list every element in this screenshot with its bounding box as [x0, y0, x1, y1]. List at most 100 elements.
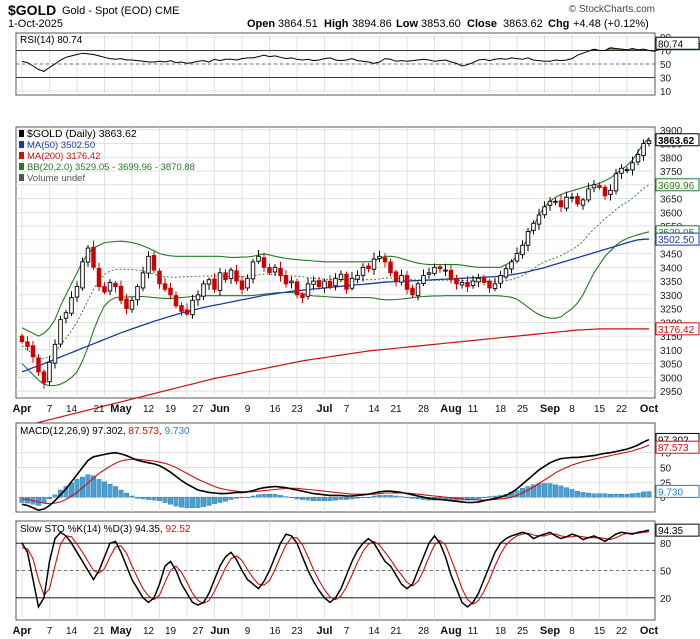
macd-histogram-bar — [195, 496, 201, 509]
macd-histogram-bar — [597, 493, 602, 498]
candle-body — [305, 283, 311, 297]
macd-histogram-bar — [613, 494, 619, 498]
close-value: 3863.62 — [503, 18, 543, 30]
macd-histogram-bar — [410, 496, 415, 499]
macd-histogram-bar — [261, 494, 267, 498]
macd-histogram-bar — [366, 496, 371, 498]
macd-histogram-bar — [305, 496, 311, 501]
bottom-x-axis-label: 18 — [495, 626, 507, 637]
macd-histogram-bar — [289, 496, 294, 498]
macd-histogram-bar — [608, 494, 613, 498]
price-x-axis-label: 11 — [468, 404, 479, 415]
candle-body — [349, 277, 355, 289]
bottom-x-axis-label: Sep — [540, 625, 560, 637]
macd-tick-label: 50 — [660, 464, 672, 475]
candle-body — [382, 257, 388, 263]
macd-histogram-bar — [278, 495, 283, 498]
candle-body — [102, 286, 107, 293]
macd-histogram-bar — [465, 496, 470, 501]
instrument-name: Gold - Spot (EOD) — [62, 5, 152, 17]
candle-body — [465, 281, 470, 288]
macd-histogram-bar — [415, 496, 421, 500]
candle-body — [283, 275, 289, 285]
brand-watermark: © StockCharts.com — [569, 4, 655, 15]
header-date: 1-Oct-2025 — [8, 18, 63, 30]
candle-body — [514, 253, 520, 262]
bottom-x-axis-label: 7 — [344, 626, 350, 637]
price-value-tag: 3699.96 — [658, 181, 695, 192]
candle-body — [63, 312, 69, 319]
macd-histogram-bar — [349, 496, 355, 500]
price-x-axis-label: 14 — [368, 404, 380, 415]
candle-body — [344, 273, 349, 290]
macd-histogram-bar — [283, 496, 289, 498]
macd-histogram-bar — [487, 496, 492, 498]
candle-body — [426, 272, 432, 275]
macd-histogram-bar — [267, 494, 272, 498]
price-x-axis-label: 8 — [569, 404, 575, 415]
bottom-x-axis-label: 28 — [418, 626, 430, 637]
candle-body — [173, 295, 179, 307]
macd-histogram-bar — [129, 495, 135, 498]
candle-body — [421, 275, 426, 284]
candle-body — [327, 280, 333, 288]
price-tick-label: 3000 — [660, 373, 683, 384]
rsi-tick-label: 70 — [660, 47, 672, 58]
open-label: Open — [247, 18, 275, 30]
macd-histogram-bar — [107, 483, 113, 498]
candle-body — [602, 186, 608, 197]
candle-body — [135, 286, 140, 301]
price-x-axis-label: 22 — [616, 404, 628, 415]
macd-histogram-bar — [322, 496, 327, 501]
macd-histogram-bar — [162, 496, 168, 503]
macd-histogram-bar — [223, 496, 228, 502]
macd-hist-tag: 9.730 — [658, 487, 683, 498]
candle-body — [124, 298, 129, 310]
sto-value: 92.52 — [165, 524, 190, 535]
bottom-x-axis: Apr 7 14 21 May 12 19 27 Jun 9 16 23 Jul 7 14 21 28 Aug 11… — [13, 625, 659, 637]
bottom-x-axis-label: Oct — [640, 625, 659, 637]
candle-body — [206, 279, 212, 285]
price-value-tag-box — [655, 322, 700, 336]
candle-body — [553, 200, 558, 203]
macd-value: 87.573, — [128, 426, 164, 437]
candle-body — [278, 267, 283, 277]
price-x-axis-label: 28 — [418, 404, 430, 415]
price-x-axis-label: 27 — [192, 404, 204, 415]
price-tick-label: 2950 — [660, 387, 683, 398]
candle-body — [536, 214, 542, 225]
candle-body — [201, 283, 206, 297]
candle-body — [377, 255, 382, 259]
candle-body — [608, 189, 613, 195]
price-tick-label: 3050 — [660, 360, 683, 371]
chg-value: +4.48 (+0.12%) — [573, 18, 649, 30]
price-x-axis-label: Oct — [640, 403, 659, 415]
price-tick-label: 3400 — [660, 263, 683, 274]
rsi-value-tag-box — [655, 36, 700, 50]
legend-entry: BB(20,2.0) 3529.05 - 3699.96 - 3870.88 — [27, 162, 195, 173]
macd-histogram-bar — [580, 492, 586, 498]
macd-histogram-bar — [327, 496, 333, 501]
candle-body — [113, 282, 118, 288]
macd-histogram-bar — [146, 496, 151, 500]
macd-histogram-bar — [377, 495, 382, 498]
symbol: $GOLD — [8, 2, 56, 18]
candle-body — [641, 143, 646, 157]
bottom-x-axis-label: Apr — [13, 625, 33, 637]
macd-histogram-bar — [245, 496, 250, 498]
macd-histogram-bar — [91, 475, 96, 498]
chart-header: $GOLD Gold - Spot (EOD) CME © StockChart… — [8, 2, 655, 30]
candle-body — [91, 246, 96, 268]
macd-histogram-bar — [355, 496, 360, 499]
bottom-x-axis-label: 14 — [368, 626, 380, 637]
legend-swatch — [19, 130, 24, 137]
candle-body — [212, 278, 217, 290]
candle-body — [558, 200, 564, 208]
candle-body — [228, 269, 234, 280]
sto-d-line — [21, 531, 650, 605]
candle-body — [459, 281, 465, 286]
macd-histogram-bar — [542, 483, 547, 498]
macd-histogram-bar — [393, 495, 399, 498]
rsi-value-tag: 80.74 — [658, 39, 683, 50]
price-x-axis-label: 7 — [47, 404, 53, 415]
